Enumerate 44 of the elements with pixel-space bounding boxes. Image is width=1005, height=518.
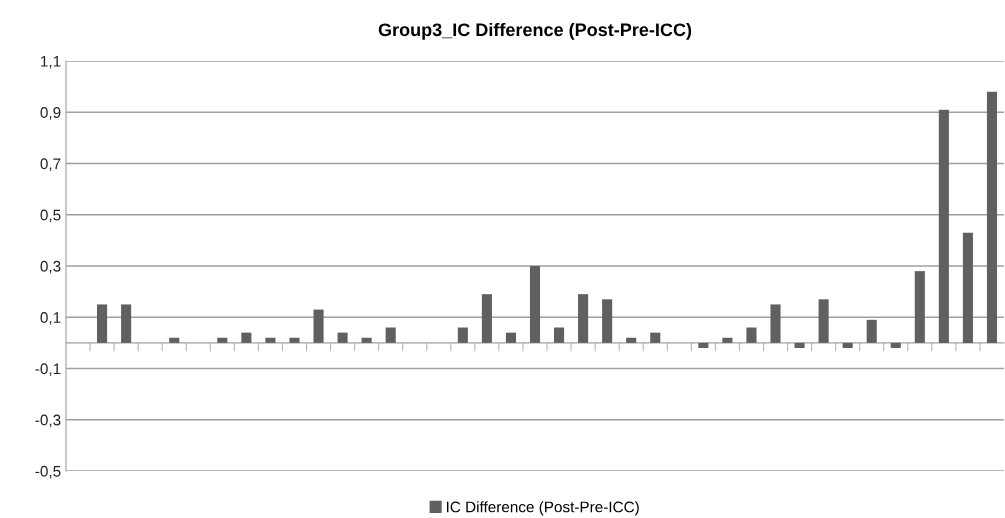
y-tick-label: 0,1 [40, 312, 61, 325]
legend-label: IC Difference (Post-Pre-ICC) [446, 501, 639, 516]
bar [529, 266, 541, 343]
bar [554, 327, 565, 343]
bar [986, 91, 998, 343]
bar [97, 304, 108, 343]
bar [626, 337, 637, 343]
bar [962, 232, 973, 343]
bar [217, 337, 228, 343]
bar [121, 304, 132, 343]
bar [866, 319, 877, 343]
y-tick-label: 0,5 [40, 209, 61, 223]
bar [169, 337, 180, 343]
y-tick-label: 0,9 [40, 107, 61, 120]
bar [770, 304, 781, 343]
bar [938, 109, 949, 343]
bar [241, 332, 252, 343]
bar [457, 327, 468, 343]
bar [890, 342, 901, 348]
bar [746, 327, 757, 343]
bar [602, 299, 613, 343]
bar [361, 337, 372, 343]
bar [722, 337, 733, 343]
bar [505, 332, 516, 343]
bar [481, 294, 492, 343]
chart-title: Group3_IC Difference (Post-Pre-ICC) [378, 22, 692, 40]
bar [698, 342, 709, 348]
bar [914, 271, 925, 343]
bar [313, 309, 324, 343]
bar [385, 327, 396, 343]
bar [818, 299, 829, 343]
y-tick-label: -0,5 [35, 465, 61, 479]
bar [650, 332, 661, 343]
y-tick-label: 0,3 [40, 260, 61, 274]
bar [289, 337, 300, 343]
bar [265, 337, 276, 343]
y-tick-label: -0,3 [35, 414, 61, 428]
bar [578, 294, 589, 343]
bar [337, 332, 348, 343]
bar [794, 342, 805, 348]
y-tick-label: 0,7 [40, 158, 61, 171]
y-tick-label: -0,1 [35, 363, 61, 376]
bar [842, 342, 853, 348]
y-tick-label: 1,1 [41, 56, 61, 69]
